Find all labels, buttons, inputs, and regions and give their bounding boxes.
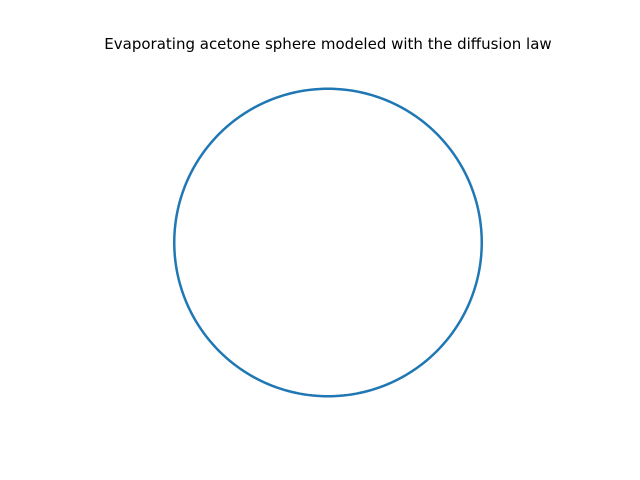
chart-title: Evaporating acetone sphere modeled with … — [104, 35, 551, 53]
